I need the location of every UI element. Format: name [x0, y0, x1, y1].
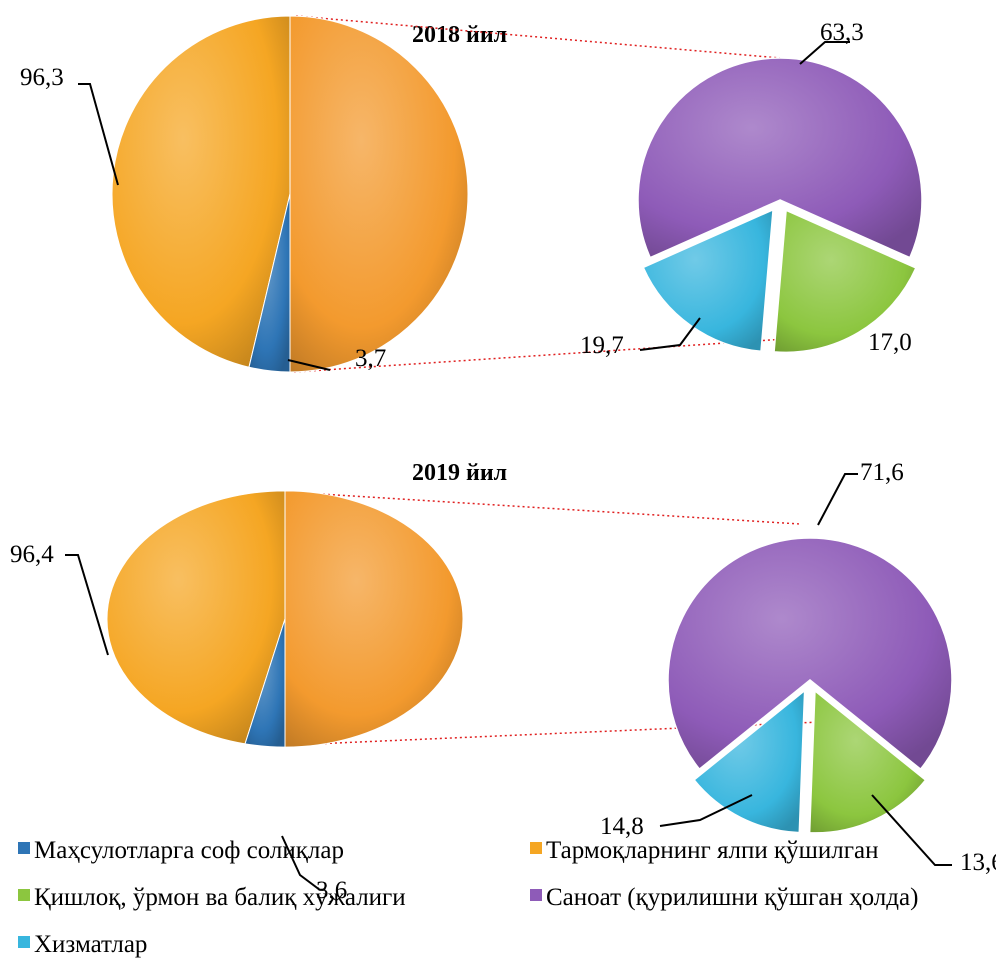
data-label-leader: [287, 359, 331, 371]
data-label-leader: [799, 41, 850, 65]
main-pie: [111, 15, 469, 373]
data-label-leader: [639, 317, 701, 351]
main-pie: [106, 490, 464, 748]
legend-item: Маҳсулотларга соф солиқлар: [18, 837, 344, 864]
legend: Маҳсулотларга соф солиқлар Тармоқларнинг …: [18, 837, 918, 958]
data-label-leader: [817, 473, 858, 526]
pie-slice-services: [642, 208, 774, 353]
pie-slice-industry: [637, 57, 923, 259]
data-label: 96,4: [10, 541, 54, 568]
legend-swatch: [530, 889, 542, 901]
pie-slice-services: [693, 689, 806, 834]
data-label: 17,0: [868, 329, 912, 356]
pie-slice-small: [248, 193, 291, 373]
data-label: 96,3: [20, 64, 64, 91]
legend-swatch: [18, 842, 30, 854]
data-label-leader: [281, 835, 321, 891]
legend-item: Саноат (қурилишни қўшган ҳолда): [530, 884, 918, 911]
data-label: 3,7: [355, 345, 386, 372]
legend-label: Маҳсулотларга соф солиқлар: [34, 837, 344, 864]
data-label: 14,8: [600, 813, 644, 840]
pie-slice-industry: [667, 537, 953, 771]
data-label: 63,3: [820, 19, 864, 46]
pie-slice-agriculture: [773, 209, 917, 354]
connector-line: [287, 491, 801, 525]
data-label: 71,6: [860, 459, 904, 486]
connector-line: [295, 15, 781, 59]
pie-slice-big: [106, 490, 286, 745]
legend-item: Қишлоқ, ўрмон ва балиқ хўжалиги: [18, 884, 406, 911]
pie-slice-big: [284, 490, 464, 748]
legend-swatch: [530, 842, 542, 854]
data-label-leader: [871, 794, 952, 866]
pie-slice-small: [244, 618, 286, 748]
data-label: 19,7: [580, 332, 624, 359]
pie-slice-agriculture: [808, 689, 927, 834]
legend-label: Хизматлар: [34, 931, 147, 958]
legend-label: Қишлоқ, ўрмон ва балиқ хўжалиги: [34, 884, 406, 911]
data-label: 13,6: [960, 849, 996, 876]
data-label: 3,6: [316, 877, 347, 904]
data-label-leader: [659, 794, 753, 827]
pie-slice-big: [111, 15, 291, 368]
chart-layer: 2018 йил 3,7 96,3 63,3 17,0 19,7 2019 йил 3,6 96…: [10, 15, 996, 904]
pie-slice-big: [289, 15, 469, 373]
connector-line: [289, 721, 821, 746]
chart-title: 2018 йил: [412, 22, 507, 48]
legend-item: Хизматлар: [18, 931, 147, 958]
legend-label: Саноат (қурилишни қўшган ҳолда): [546, 884, 918, 911]
data-label-leader: [78, 83, 119, 186]
chart-title: 2019 йил: [412, 460, 507, 486]
legend-swatch: [18, 936, 30, 948]
legend-label: Тармоқларнинг ялпи қўшилган: [546, 837, 879, 864]
legend-item: Тармоқларнинг ялпи қўшилган: [530, 837, 879, 864]
legend-swatch: [18, 889, 30, 901]
data-label-leader: [65, 554, 109, 656]
